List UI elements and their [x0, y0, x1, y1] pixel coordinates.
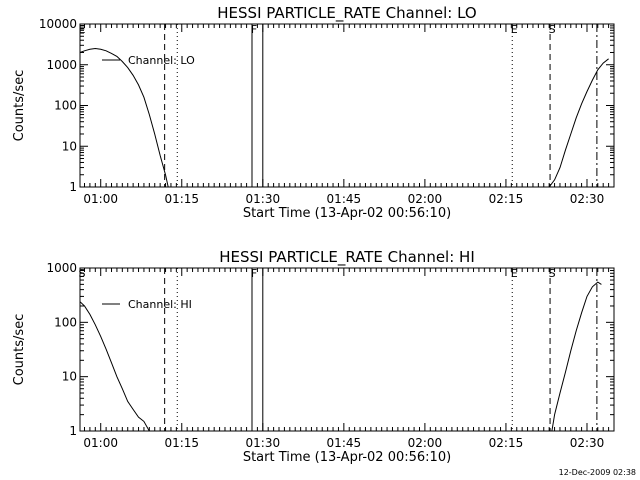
y-tick-label: 10: [62, 139, 77, 153]
y-tick-label: 100: [54, 315, 77, 329]
legend-label: Channel: LO: [128, 54, 195, 67]
series-line: [79, 47, 169, 188]
series-line: [551, 281, 602, 432]
x-tick-label: 01:30: [246, 192, 281, 206]
x-tick-label: 01:30: [246, 436, 281, 450]
event-marker-label: S: [549, 23, 556, 36]
y-tick-label: 100: [54, 99, 77, 113]
y-tick-label: 10000: [39, 17, 77, 31]
x-tick-label: 01:45: [327, 436, 362, 450]
x-tick-label: 02:15: [489, 436, 524, 450]
x-tick-label: 02:00: [408, 436, 443, 450]
x-axis-label: Start Time (13-Apr-02 00:56:10): [243, 450, 451, 465]
x-tick-label: 01:45: [327, 192, 362, 206]
plot-frame: [79, 267, 615, 432]
x-tick-label: 01:00: [83, 436, 118, 450]
series-line: [79, 301, 150, 432]
bottom-panel-hi: HESSI PARTICLE_RATE Channel: HI 1 10 100 100…: [12, 248, 615, 465]
plot-frame: [79, 23, 615, 188]
event-marker-label: E: [511, 267, 518, 280]
y-tick-label: 1: [69, 180, 77, 194]
x-axis-label: Start Time (13-Apr-02 00:56:10): [243, 206, 451, 221]
event-marker-label: F: [251, 23, 257, 36]
series-line: [548, 58, 609, 188]
legend-label: Channel: HI: [128, 298, 192, 311]
top-panel-lo: HESSI PARTICLE_RATE Channel: LO 1 10 100 100…: [12, 4, 615, 221]
x-tick-label: 02:00: [408, 192, 443, 206]
x-tick-label: 02:15: [489, 192, 524, 206]
y-tick-label: 10: [62, 370, 77, 384]
chart-title: HESSI PARTICLE_RATE Channel: LO: [217, 4, 476, 23]
x-tick-label: 01:15: [164, 436, 199, 450]
y-tick-label: 1000: [46, 58, 77, 72]
event-marker-label: S: [79, 267, 86, 280]
event-marker-label: E: [511, 23, 518, 36]
chart-title: HESSI PARTICLE_RATE Channel: HI: [219, 248, 475, 267]
event-marker-label: F: [251, 267, 257, 280]
event-marker-label: S: [549, 267, 556, 280]
y-axis-label: Counts/sec: [12, 70, 27, 142]
footer-timestamp: 12-Dec-2009 02:38: [559, 468, 636, 477]
y-tick-label: 1000: [46, 261, 77, 275]
y-tick-label: 1: [69, 424, 77, 438]
x-tick-label: 01:00: [83, 192, 118, 206]
y-axis-label: Counts/sec: [12, 314, 27, 386]
event-marker-label: E: [79, 23, 86, 36]
x-tick-label: 02:30: [570, 436, 605, 450]
x-tick-label: 02:30: [570, 192, 605, 206]
x-tick-label: 01:15: [164, 192, 199, 206]
